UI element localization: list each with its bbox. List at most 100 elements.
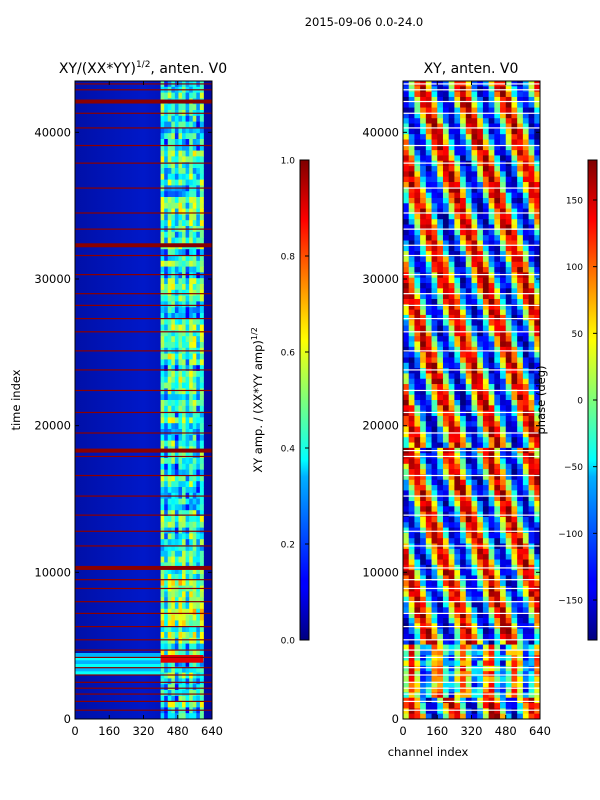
phase-cell	[477, 267, 484, 273]
phase-cell	[425, 240, 432, 247]
phase-cell	[528, 506, 535, 513]
phase-cell	[460, 261, 467, 268]
phase-cell	[408, 628, 415, 635]
phase-cell	[414, 235, 421, 241]
phase-cell	[477, 304, 484, 311]
amplitude-cell	[171, 458, 176, 465]
phase-cell	[471, 602, 478, 608]
phase-cell	[534, 697, 541, 704]
phase-cell	[403, 437, 410, 443]
phase-cell	[408, 118, 415, 124]
phase-cell	[460, 208, 467, 215]
phase-cell	[448, 213, 455, 220]
amplitude-cell	[171, 156, 176, 163]
phase-cell	[465, 405, 472, 412]
amplitude-cell	[196, 701, 201, 708]
phase-cell	[403, 330, 410, 337]
phase-cell	[425, 442, 432, 449]
amplitude-cell	[182, 376, 186, 383]
amplitude-cell	[178, 487, 183, 494]
phase-cell	[408, 283, 415, 289]
phase-cell	[425, 118, 432, 124]
phase-cell	[425, 501, 432, 507]
amplitude-cell	[164, 666, 169, 673]
amplitude-flagged-row	[75, 455, 212, 458]
phase-cell	[454, 352, 461, 358]
phase-cell	[528, 240, 535, 247]
phase-cell	[425, 660, 432, 667]
phase-cell	[477, 639, 484, 645]
amplitude-cell	[178, 307, 183, 314]
phase-cell	[517, 692, 524, 699]
phase-cell	[517, 708, 524, 715]
phase-cell	[500, 251, 507, 257]
amplitude-cell	[196, 353, 201, 360]
amplitude-cell	[189, 301, 194, 308]
amplitude-cell	[196, 388, 201, 395]
phase-cell	[471, 527, 478, 534]
phase-cell	[448, 617, 455, 624]
amplitude-cell	[171, 168, 176, 175]
phase-cell	[408, 692, 415, 699]
phase-cell	[460, 171, 467, 178]
phase-cell	[517, 176, 524, 183]
amplitude-cell	[199, 603, 204, 610]
phase-cell	[482, 293, 490, 300]
phase-cell	[517, 421, 524, 427]
amplitude-cell	[196, 713, 201, 720]
amplitude-cell	[171, 336, 176, 343]
phase-cell	[437, 256, 444, 263]
phase-cell	[425, 288, 432, 295]
phase-flagged-row	[403, 318, 540, 320]
phase-cell	[465, 251, 472, 257]
phase-cell	[437, 139, 444, 146]
amplitude-cell	[160, 550, 165, 557]
phase-cell	[517, 575, 524, 582]
amplitude-cell	[178, 452, 183, 459]
amplitude-flagged-row	[75, 432, 212, 434]
phase-cell	[517, 293, 524, 300]
amplitude-cell	[167, 614, 172, 621]
phase-cell	[414, 676, 421, 683]
phase-cell	[517, 469, 524, 475]
phase-cell	[505, 442, 512, 449]
amplitude-cell	[167, 469, 172, 476]
phase-cell	[431, 474, 438, 481]
phase-cell	[460, 639, 467, 645]
phase-cell	[500, 554, 507, 560]
phase-cell	[494, 144, 501, 151]
amplitude-cell	[199, 498, 204, 505]
amplitude-cell	[192, 516, 197, 523]
phase-cell	[477, 336, 484, 342]
phase-cell	[465, 532, 472, 539]
amplitude-cell	[171, 202, 176, 209]
amplitude-cell	[196, 632, 201, 639]
phase-cell	[448, 559, 455, 566]
amplitude-cell	[189, 388, 194, 395]
phase-cell	[454, 293, 461, 300]
phase-cell	[448, 649, 455, 656]
phase-cell	[482, 628, 490, 635]
phase-flagged-row	[403, 530, 540, 532]
phase-cell	[448, 128, 455, 135]
phase-cell	[437, 490, 444, 497]
amplitude-cell	[199, 539, 204, 546]
phase-cell	[517, 182, 524, 188]
amplitude-cell	[171, 342, 176, 349]
phase-cell	[454, 607, 461, 614]
amplitude-flagged-row	[75, 639, 212, 641]
phase-cell	[528, 426, 535, 433]
amplitude-cell	[192, 168, 197, 175]
amplitude-cell	[160, 678, 165, 685]
phase-cell	[477, 298, 484, 305]
phase-cell	[482, 527, 490, 534]
amplitude-cell	[178, 295, 183, 302]
phase-cell	[488, 229, 495, 236]
phase-cell	[454, 298, 461, 305]
phase-cell	[465, 261, 472, 268]
amplitude-cell	[178, 690, 183, 697]
amplitude-cell	[189, 695, 194, 702]
phase-cell	[442, 187, 450, 194]
amplitude-cell	[171, 545, 176, 552]
phase-cell	[442, 708, 450, 715]
